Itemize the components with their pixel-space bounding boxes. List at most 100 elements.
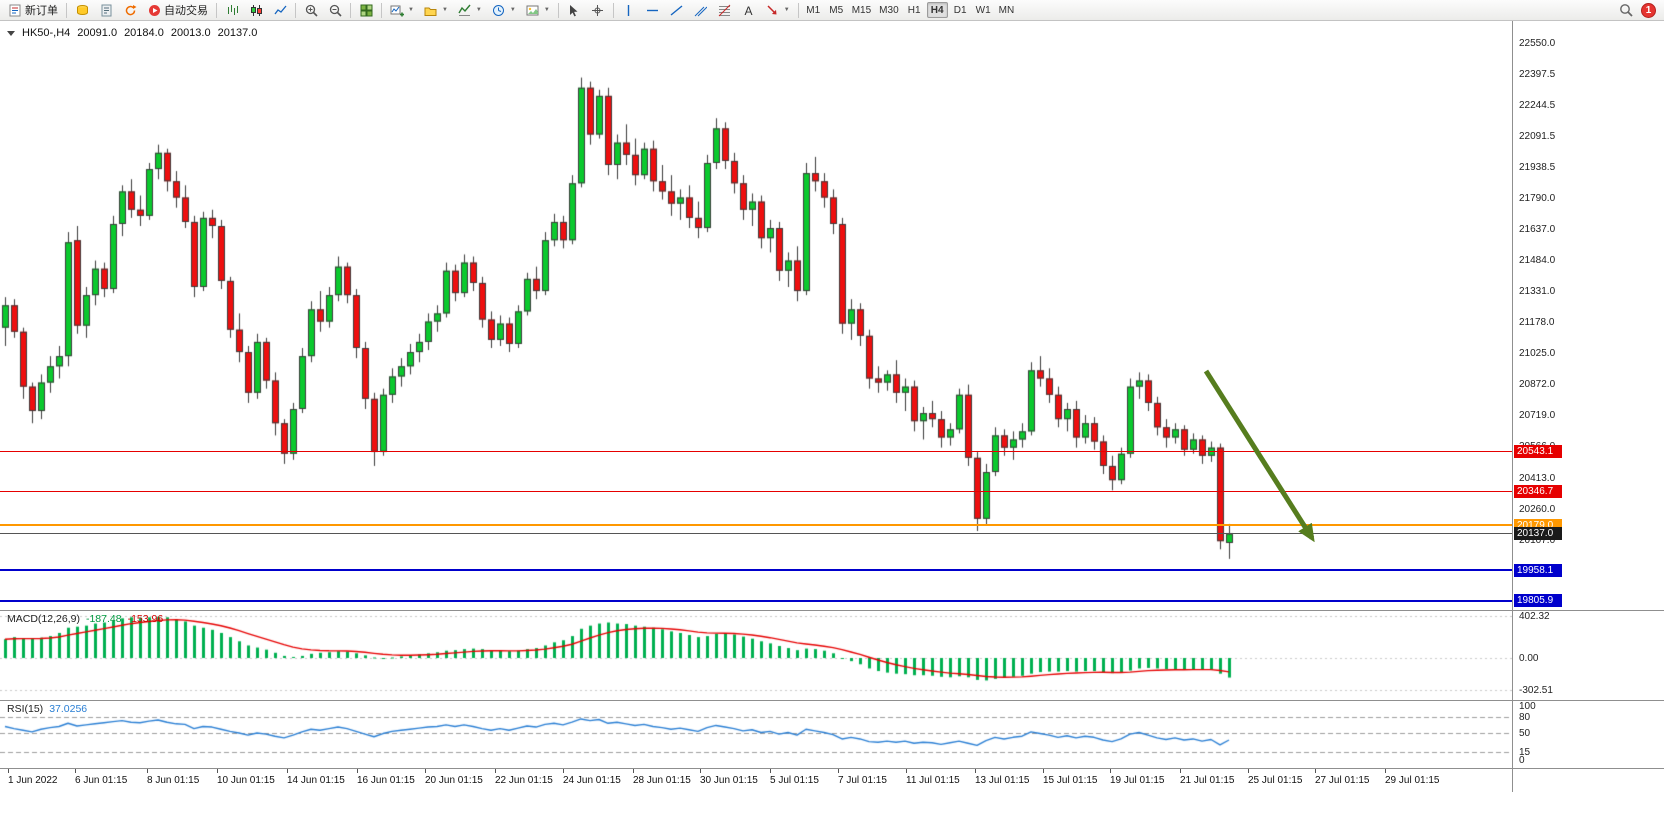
search-icon[interactable] bbox=[1619, 3, 1633, 17]
dropdown-arrow-icon: ▼ bbox=[475, 7, 482, 13]
trendline-button[interactable] bbox=[666, 1, 688, 19]
time-axis-label: 29 Jul 01:15 bbox=[1385, 775, 1440, 786]
text-button[interactable]: A bbox=[738, 1, 760, 19]
macd-axis-label: 0.00 bbox=[1519, 653, 1539, 664]
price-axis-label: 22244.5 bbox=[1519, 100, 1556, 112]
resistance-line-lower-badge: 20346.7 bbox=[1514, 484, 1562, 498]
macd-indicator-label: MACD(12,26,9) -187.48 -153.96 bbox=[7, 613, 163, 625]
price-axis-label: 20719.0 bbox=[1519, 410, 1556, 422]
price-axis-label: 21178.0 bbox=[1519, 316, 1555, 328]
timeframe-w1-button[interactable]: W1 bbox=[975, 4, 991, 16]
new-order-button-label: 新订单 bbox=[25, 5, 58, 17]
blue-support-line-upper[interactable] bbox=[0, 569, 1512, 572]
zoom-in-icon bbox=[304, 3, 318, 17]
collapse-triangle-icon[interactable] bbox=[7, 30, 15, 36]
svg-text:A: A bbox=[745, 4, 753, 17]
arrows-button[interactable]: ▼ bbox=[762, 1, 794, 19]
periods-button[interactable]: ▼ bbox=[488, 1, 520, 19]
rsi-axis-label: 50 bbox=[1519, 728, 1531, 739]
tile-windows-icon bbox=[359, 3, 373, 17]
price-axis-label: 21484.0 bbox=[1519, 254, 1556, 266]
rsi-value: 37.0256 bbox=[49, 703, 88, 715]
timeframe-mn-button[interactable]: MN bbox=[998, 4, 1015, 16]
timeframe-m30-button[interactable]: M30 bbox=[879, 4, 899, 16]
zoom-out-icon bbox=[328, 3, 342, 17]
horizontal-line-button[interactable] bbox=[642, 1, 664, 19]
toolbar-separator bbox=[797, 2, 799, 18]
timeframe-m5-button[interactable]: M5 bbox=[829, 4, 844, 16]
candlestick-chart-canvas[interactable] bbox=[0, 21, 1512, 610]
fibonacci-button[interactable] bbox=[714, 1, 736, 19]
macd-main-value: -187.48 bbox=[85, 613, 122, 625]
candles-icon bbox=[249, 3, 263, 17]
notification-badge[interactable]: 1 bbox=[1641, 2, 1656, 18]
coins-icon bbox=[75, 3, 89, 17]
time-axis-tick bbox=[975, 769, 976, 773]
refresh-button[interactable] bbox=[119, 1, 141, 19]
blue-support-line-lower[interactable] bbox=[0, 599, 1512, 602]
reports-button[interactable] bbox=[95, 1, 117, 19]
main-macd-divider[interactable] bbox=[0, 610, 1664, 611]
autotrading-button[interactable]: 自动交易 bbox=[143, 1, 212, 19]
zoom-out-button[interactable] bbox=[324, 1, 346, 19]
new-chart-button[interactable]: ▼ bbox=[386, 1, 418, 19]
line-chart-button[interactable] bbox=[269, 1, 291, 19]
profiles-icon bbox=[424, 3, 438, 17]
toolbar-separator bbox=[612, 2, 614, 18]
templates-button[interactable]: ▼ bbox=[522, 1, 554, 19]
cursor-icon bbox=[567, 3, 581, 17]
zoom-in-button[interactable] bbox=[300, 1, 322, 19]
resistance-line-lower[interactable] bbox=[0, 490, 1512, 492]
bar-chart-button[interactable] bbox=[221, 1, 243, 19]
new-order-button[interactable]: 新订单 bbox=[4, 1, 62, 19]
resistance-line-upper[interactable] bbox=[0, 450, 1512, 452]
rsi-indicator-canvas[interactable] bbox=[0, 701, 1512, 768]
dropdown-arrow-icon: ▼ bbox=[783, 7, 790, 13]
orange-support-line[interactable] bbox=[0, 524, 1512, 527]
toolbar-right: 1 bbox=[1619, 2, 1661, 18]
toolbar-separator bbox=[66, 2, 67, 18]
time-axis-label: 14 Jun 01:15 bbox=[287, 775, 345, 786]
time-axis-tick bbox=[563, 769, 564, 773]
time-axis-tick bbox=[287, 769, 288, 773]
price-axis-label: 20107.0 bbox=[1519, 534, 1556, 546]
timeframe-m1-button[interactable]: M1 bbox=[806, 4, 821, 16]
hline-icon bbox=[646, 3, 660, 17]
channel-icon bbox=[694, 3, 708, 17]
channel-button[interactable] bbox=[690, 1, 712, 19]
macd-rsi-divider[interactable] bbox=[0, 700, 1664, 701]
close-value: 20137.0 bbox=[217, 27, 258, 39]
symbol-period-label: HK50-,H4 bbox=[22, 27, 71, 39]
vertical-line-button[interactable] bbox=[618, 1, 640, 19]
candlestick-chart-button[interactable] bbox=[245, 1, 267, 19]
time-axis-tick bbox=[700, 769, 701, 773]
time-axis-tick bbox=[357, 769, 358, 773]
price-axis-label: 21790.0 bbox=[1519, 192, 1556, 204]
price-axis-label: 21938.5 bbox=[1519, 162, 1556, 174]
trendline-icon bbox=[670, 3, 684, 17]
timeframe-h4-button[interactable]: H4 bbox=[926, 2, 948, 18]
timeframe-m15-button[interactable]: M15 bbox=[851, 4, 872, 16]
toolbar: 新订单 自动交易 ▼ ▼ ▼ ▼ ▼ A ▼ M1 M5 M15 M30 H1 H4 D1 W1 MN 1 bbox=[0, 0, 1664, 21]
macd-indicator-canvas[interactable] bbox=[0, 611, 1512, 700]
rsi-name: RSI(15) bbox=[7, 703, 44, 715]
dropdown-arrow-icon: ▼ bbox=[441, 7, 448, 13]
time-axis-label: 21 Jul 01:15 bbox=[1180, 775, 1235, 786]
tile-windows-button[interactable] bbox=[355, 1, 377, 19]
current-price-line[interactable] bbox=[0, 533, 1512, 535]
timeframe-d1-button[interactable]: D1 bbox=[953, 4, 967, 16]
price-axis-label: 20260.0 bbox=[1519, 503, 1556, 515]
time-axis-label: 1 Jun 2022 bbox=[8, 775, 58, 786]
cursor-button[interactable] bbox=[563, 1, 585, 19]
funds-button[interactable] bbox=[71, 1, 93, 19]
price-axis-label: 22397.5 bbox=[1519, 69, 1556, 80]
macd-axis-label: -302.51 bbox=[1519, 684, 1553, 696]
profiles-button[interactable]: ▼ bbox=[420, 1, 452, 19]
time-axis-tick bbox=[770, 769, 771, 773]
indicators-button[interactable]: ▼ bbox=[454, 1, 486, 19]
timeframe-h1-button[interactable]: H1 bbox=[907, 4, 921, 16]
rsi-axis-label: 15 bbox=[1519, 746, 1531, 758]
time-axis[interactable]: 1 Jun 2022 6 Jun 01:15 8 Jun 01:15 10 Jun 0… bbox=[0, 769, 1512, 792]
crosshair-button[interactable] bbox=[587, 1, 609, 19]
